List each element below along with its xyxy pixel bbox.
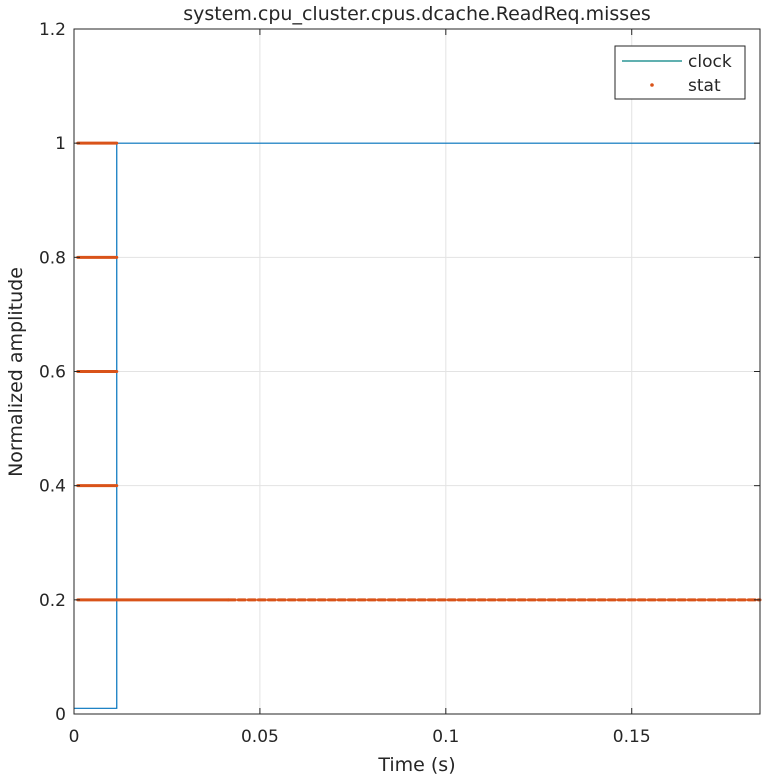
series-line-clock [74,142,760,709]
legend-stat-label: stat [688,76,721,96]
x-tick-label: 0.15 [613,727,651,747]
y-axis-label: Normalized amplitude [5,267,27,477]
x-axis-label: Time (s) [377,754,455,776]
y-tick-label: 1 [55,134,66,154]
x-tick-label: 0 [69,727,80,747]
legend-stat-swatch [650,83,654,87]
y-tick-label: 0.8 [39,248,66,268]
series-layer [74,141,762,709]
y-tick-label: 1.2 [39,20,66,40]
legend-box [614,45,746,100]
ticks: 0 0.05 0.1 0.15 0 0.2 0.4 0.6 0.8 1 1.2 [39,20,760,747]
x-tick-label: 0.05 [241,727,279,747]
legend-clock-label: clock [688,52,732,72]
y-tick-label: 0.4 [39,477,66,497]
chart-title: system.cpu_cluster.cpus.dcache.ReadReq.m… [183,3,651,25]
y-tick-label: 0.2 [39,591,66,611]
legend: clock stat [614,45,746,100]
x-tick-label: 0.1 [432,727,459,747]
y-tick-label: 0.6 [39,363,66,383]
y-tick-label: 0 [55,705,66,725]
